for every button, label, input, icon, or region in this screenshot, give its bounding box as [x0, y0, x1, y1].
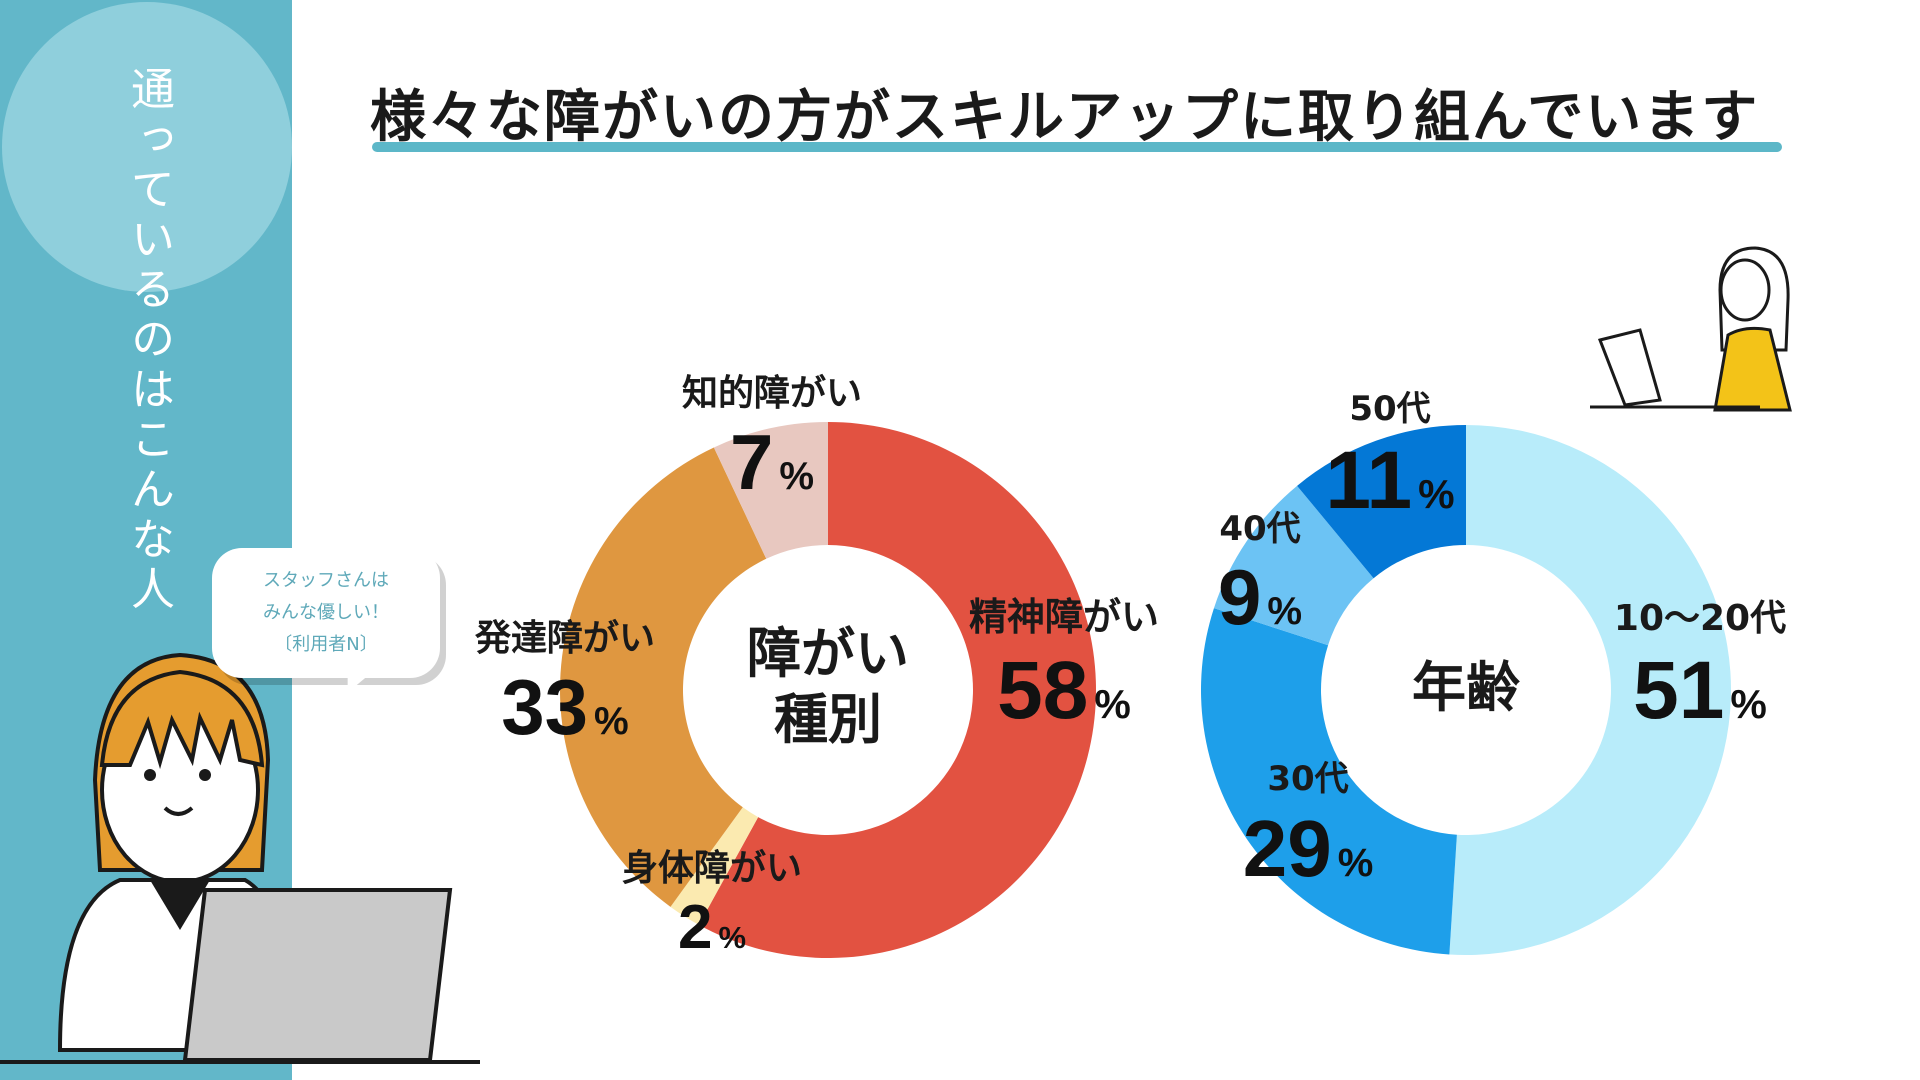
- page-title: 様々な障がいの方がスキルアップに取り組んでいます: [370, 85, 1760, 150]
- small-woman-desk-illustration-icon: [1590, 246, 1792, 412]
- donut1-slice-3: [560, 447, 767, 907]
- side-circle-decoration: [2, 2, 292, 292]
- donut2-value-2: 29%: [1243, 804, 1374, 893]
- donut1-slice-1: [698, 422, 1097, 959]
- donut1-value-2: 2%: [678, 893, 746, 962]
- woman-laptop-illustration-icon: [0, 652, 480, 1064]
- donut1-slice-2: [670, 807, 759, 925]
- side-heading: 通っているのはこんな人: [123, 66, 174, 616]
- donut1-center-label-2: 種別: [774, 688, 882, 751]
- donut2-slice-3: [1213, 485, 1374, 646]
- donut2-label-1: 10～20代: [1614, 598, 1786, 639]
- donut2-slice-4: [1297, 425, 1466, 579]
- donut2-value-1: 51%: [1633, 645, 1767, 736]
- donut2-label-4: 50代: [1349, 389, 1430, 429]
- donut2-label-2: 30代: [1267, 759, 1348, 799]
- speech-line-3: 〔利用者N〕: [274, 634, 378, 655]
- speech-bubble: スタッフさんは みんな優しい！ 〔利用者N〕: [212, 548, 440, 678]
- donut2-value-4: 11%: [1325, 435, 1454, 526]
- donut1-center-label-1: 障がい: [747, 622, 909, 685]
- donut1-label-2: 身体障がい: [622, 848, 802, 889]
- donut1-slice-4: [713, 422, 828, 559]
- donut2-slice-2: [1200, 608, 1457, 955]
- donut1-value-1: 58%: [997, 645, 1131, 736]
- donut2-slice-1: [1449, 425, 1731, 955]
- donut2-label-3: 40代: [1219, 509, 1300, 549]
- donut1-value-3: 33%: [501, 663, 628, 751]
- donut1-value-4: 7%: [730, 418, 814, 506]
- speech-line-2: みんな優しい！: [263, 602, 389, 623]
- speech-line-1: スタッフさんは: [263, 570, 389, 591]
- title-underline: [372, 142, 1782, 152]
- donut2-value-3: 9%: [1218, 553, 1302, 641]
- donut1-label-1: 精神障がい: [969, 595, 1159, 639]
- donut2-center-label-1: 年齢: [1412, 656, 1520, 719]
- donut1-label-3: 発達障がい: [475, 618, 655, 659]
- donut1-label-4: 知的障がい: [682, 373, 862, 414]
